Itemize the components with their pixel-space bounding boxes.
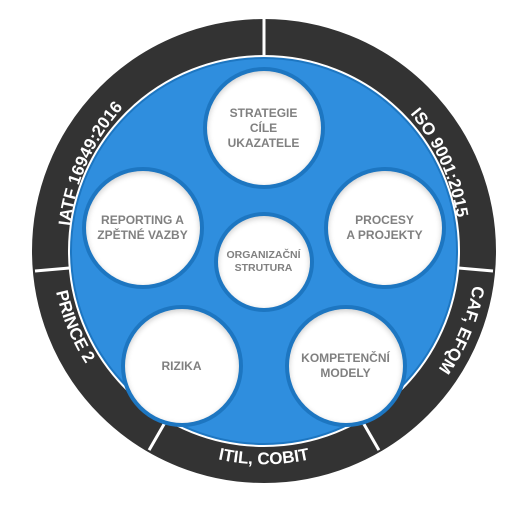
bubble-line: RIZIKA <box>162 359 202 374</box>
bubble-line: ZPĚTNÉ VAZBY <box>97 228 187 243</box>
bubble-line: STRUTURA <box>235 262 293 275</box>
bubble-line: PROCESY <box>355 213 414 228</box>
bubble-line: A PROJEKTY <box>346 228 422 243</box>
bubble-line: STRATEGIE <box>230 106 298 121</box>
bubble-line: MODELY <box>320 366 370 381</box>
bubble-risks: RIZIKA <box>125 309 239 423</box>
bubble-line: ORGANIZAČNÍ <box>226 249 300 262</box>
bubble-line: KOMPETENČNÍ <box>301 351 390 366</box>
bubble-processes: PROCESY A PROJEKTY <box>328 171 442 285</box>
bubble-line: REPORTING A <box>101 213 184 228</box>
bubble-strategy: STRATEGIE CÍLE UKAZATELE <box>207 71 321 185</box>
diagram-container: IATF 16949:2016 ISO 9001:2015 CAF, EFQM … <box>29 16 499 486</box>
bubble-line: CÍLE <box>250 121 277 136</box>
bubble-line: UKAZATELE <box>228 136 300 151</box>
bubble-org-structure: ORGANIZAČNÍ STRUTURA <box>218 216 310 308</box>
bubble-reporting: REPORTING A ZPĚTNÉ VAZBY <box>86 171 200 285</box>
bubble-competence: KOMPETENČNÍ MODELY <box>289 309 403 423</box>
